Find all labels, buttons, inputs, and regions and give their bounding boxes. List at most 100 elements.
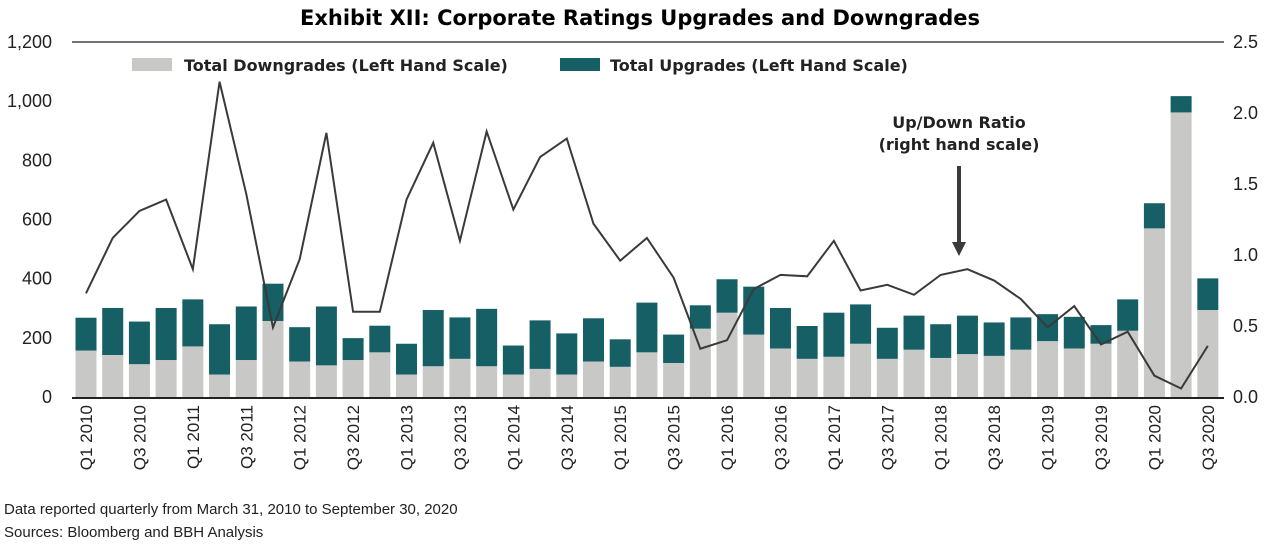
bar-upgrades	[1010, 317, 1032, 350]
x-tick-label: Q3 2016	[771, 405, 790, 470]
bar-downgrades	[235, 360, 257, 397]
bar-upgrades	[556, 333, 578, 375]
bar-upgrades	[342, 338, 364, 361]
bar-upgrades	[209, 324, 231, 375]
right-tick-label: 2.5	[1233, 32, 1258, 52]
bar-upgrades	[716, 279, 738, 313]
bar-downgrades	[1143, 228, 1165, 397]
right-axis: 0.0 0.5 1.0 1.5 2.0 2.5	[1233, 32, 1258, 407]
bar-downgrades	[289, 361, 311, 397]
left-tick-label: 1,000	[7, 91, 52, 111]
x-tick-label: Q1 2016	[718, 405, 737, 470]
bar-downgrades	[769, 348, 791, 397]
bar-upgrades	[182, 299, 204, 347]
x-tick-label: Q3 2011	[237, 405, 256, 469]
bar-upgrades	[823, 312, 845, 357]
x-tick-label: Q1 2013	[398, 405, 417, 470]
bar-upgrades	[529, 320, 551, 369]
x-tick-label: Q3 2018	[985, 405, 1004, 470]
right-tick-label: 0.0	[1233, 387, 1258, 407]
bar-downgrades	[1010, 349, 1032, 397]
bar-downgrades	[716, 312, 738, 397]
annotation-line2: (right hand scale)	[879, 135, 1040, 154]
bar-downgrades	[930, 357, 952, 397]
legend-label-downgrades: Total Downgrades (Left Hand Scale)	[184, 56, 508, 75]
bar-upgrades	[956, 315, 978, 355]
bar-downgrades	[476, 366, 498, 397]
footnote-data-range: Data reported quarterly from March 31, 2…	[4, 501, 458, 518]
chart-title: Exhibit XII: Corporate Ratings Upgrades …	[300, 6, 980, 30]
bar-downgrades	[663, 362, 685, 397]
bar-upgrades	[663, 334, 685, 363]
bar-downgrades	[182, 346, 204, 397]
bar-downgrades	[823, 356, 845, 397]
bar-upgrades	[476, 308, 498, 367]
bar-downgrades	[1117, 330, 1139, 397]
bar-upgrades	[1063, 316, 1085, 349]
x-tick-label: Q3 2019	[1092, 405, 1111, 470]
x-tick-label: Q1 2020	[1145, 405, 1164, 470]
bar-downgrades	[1063, 348, 1085, 397]
right-tick-label: 1.5	[1233, 174, 1258, 194]
ratio-line-path	[85, 81, 1209, 390]
bar-upgrades	[75, 317, 97, 351]
x-tick-label: Q3 2017	[878, 405, 897, 470]
bar-downgrades	[983, 355, 1005, 397]
bar-upgrades	[636, 302, 658, 353]
right-tick-label: 2.0	[1233, 103, 1258, 123]
ratio-line	[85, 81, 1209, 390]
bar-downgrades	[1170, 112, 1192, 398]
bar-downgrades	[128, 364, 150, 397]
bar-upgrades	[903, 315, 925, 350]
bar-downgrades	[369, 352, 391, 397]
bar-downgrades	[396, 374, 418, 397]
x-tick-label: Q1 2017	[825, 405, 844, 470]
x-tick-label: Q3 2013	[451, 405, 470, 470]
legend-swatch-upgrades	[560, 58, 600, 71]
bar-upgrades	[876, 327, 898, 359]
bar-upgrades	[1090, 325, 1112, 344]
left-tick-label: 200	[22, 328, 52, 348]
bar-upgrades	[850, 304, 872, 344]
footnote-sources: Sources: Bloomberg and BBH Analysis	[4, 524, 264, 541]
bar-upgrades	[235, 306, 257, 361]
bar-upgrades	[502, 345, 524, 375]
bar-downgrades	[102, 354, 124, 397]
bar-downgrades	[582, 361, 604, 397]
right-tick-label: 0.5	[1233, 316, 1258, 336]
x-tick-label: Q1 2018	[932, 405, 951, 470]
bar-downgrades	[689, 328, 711, 397]
bar-upgrades	[930, 324, 952, 358]
bar-upgrades	[689, 305, 711, 329]
bar-downgrades	[636, 352, 658, 397]
bar-upgrades	[769, 307, 791, 349]
bars	[75, 96, 1219, 398]
bar-upgrades	[1197, 278, 1219, 311]
bar-upgrades	[582, 318, 604, 362]
x-tick-label: Q1 2010	[77, 405, 96, 470]
bar-upgrades	[1170, 96, 1192, 113]
x-tick-label: Q1 2011	[184, 405, 203, 469]
bar-upgrades	[289, 327, 311, 362]
left-axis: 0 200 400 600 800 1,000 1,200	[7, 32, 52, 407]
bar-downgrades	[262, 320, 284, 397]
bar-downgrades	[1037, 341, 1059, 397]
bar-upgrades	[422, 310, 444, 367]
x-tick-label: Q3 2010	[130, 405, 149, 470]
bar-upgrades	[449, 317, 471, 359]
bar-downgrades	[1197, 310, 1219, 397]
bar-downgrades	[903, 349, 925, 397]
bar-downgrades	[342, 360, 364, 397]
legend: Total Downgrades (Left Hand Scale) Total…	[132, 56, 908, 75]
left-tick-label: 600	[22, 210, 52, 230]
bar-downgrades	[850, 343, 872, 397]
bar-downgrades	[743, 334, 765, 397]
bar-downgrades	[556, 374, 578, 397]
bar-downgrades	[1090, 343, 1112, 397]
bar-upgrades	[796, 326, 818, 359]
x-axis-ticks: Q1 2010 Q3 2010 Q1 2011 Q3 2011 Q1 2012 Q3 20…	[77, 405, 1218, 470]
bar-downgrades	[529, 368, 551, 397]
bar-downgrades	[75, 350, 97, 397]
bar-upgrades	[1143, 203, 1165, 229]
x-tick-label: Q3 2012	[344, 405, 363, 470]
